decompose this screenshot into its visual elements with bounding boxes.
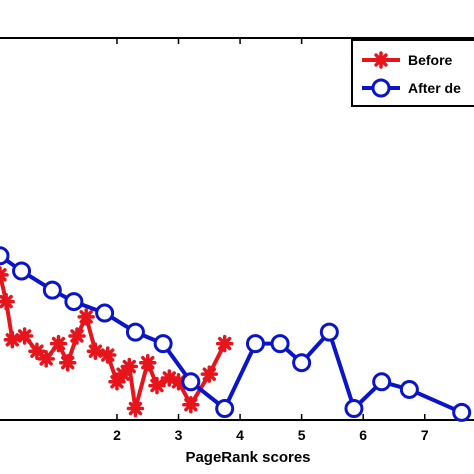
x-tick-label: 6 [359, 427, 367, 443]
data-point-before [15, 327, 34, 345]
data-point-after [245, 334, 265, 354]
legend-after-marker [371, 78, 391, 98]
x-axis-title: PageRank scores [185, 449, 310, 466]
x-tick-label: 7 [421, 427, 429, 443]
data-point-before [37, 350, 55, 368]
data-point-after [292, 353, 312, 373]
data-point-after [372, 372, 392, 392]
data-point-before [58, 353, 77, 372]
data-point-after [12, 261, 32, 281]
legend-before-asterisk [372, 51, 390, 69]
x-tick-label: 3 [175, 427, 183, 443]
data-point-after [125, 322, 145, 342]
legend-box [351, 39, 474, 107]
series-line-after [0, 254, 463, 415]
legend-before-marker [372, 51, 390, 69]
legend: Before After de [351, 39, 474, 107]
data-point-before [120, 357, 139, 376]
data-point-before [126, 399, 145, 418]
x-tick-label: 5 [298, 427, 306, 443]
x-tick-label: 2 [113, 427, 121, 443]
data-point-before [182, 395, 200, 414]
data-point-after [95, 303, 115, 323]
data-point-before [0, 292, 15, 311]
data-point-after [153, 334, 173, 354]
data-point-before [0, 266, 9, 284]
data-point-before [200, 365, 219, 383]
data-point-before [86, 342, 105, 360]
axes-frame [0, 37, 474, 421]
data-point-after [344, 399, 364, 419]
data-point-before [77, 308, 95, 326]
data-point-after [42, 280, 62, 300]
legend-before-label: Before [408, 52, 453, 68]
data-point-after [270, 334, 290, 354]
data-point-before [68, 327, 86, 345]
data-point-after [319, 322, 339, 342]
data-point-before [148, 376, 166, 395]
data-point-before [215, 334, 234, 353]
series-layer [0, 246, 472, 422]
data-point-after [452, 402, 472, 422]
data-point-before [98, 346, 117, 364]
data-point-before [3, 331, 22, 349]
x-tick-label: 4 [236, 427, 244, 443]
data-point-after [181, 372, 201, 392]
data-point-after [0, 246, 10, 266]
legend-after-label: After de [408, 80, 461, 96]
data-point-after [64, 292, 84, 312]
data-point-after [215, 399, 235, 419]
data-point-after [399, 379, 419, 399]
data-point-before [138, 353, 157, 372]
data-point-before [49, 334, 68, 353]
